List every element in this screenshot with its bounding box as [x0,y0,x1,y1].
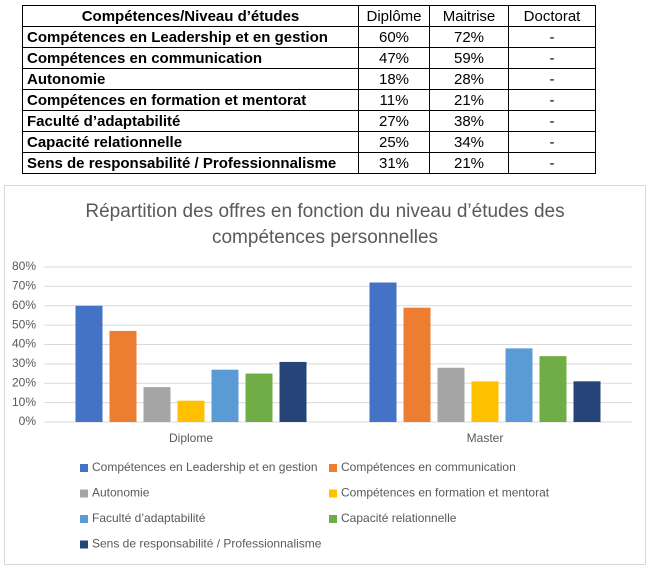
bar [539,356,567,422]
table-cell: - [508,26,596,48]
table-cell: 72% [429,26,509,48]
y-tick-label: 80% [12,259,36,273]
table-cell: - [508,68,596,90]
legend-swatch [80,464,88,472]
bar [143,387,171,422]
bar [279,361,307,422]
header-cell: Maitrise [429,5,509,27]
legend-label: Autonomie [92,486,150,500]
legend-label: Capacité relationnelle [341,511,457,525]
legend-swatch [329,489,337,498]
legend-swatch [80,515,88,523]
y-tick-label: 0% [19,414,37,428]
table-cell: 28% [429,68,509,90]
bar [369,282,397,422]
table-cell: - [508,152,596,174]
bar [75,305,103,422]
bar [245,373,273,422]
table-cell: - [508,89,596,111]
table-cell: Autonomie [22,68,359,90]
bar [471,381,499,422]
table-row: Compétences en formation et mentorat 11% 2… [22,89,596,111]
table-row: Autonomie 18% 28% - [22,68,596,90]
table-cell: 59% [429,47,509,69]
y-tick-label: 60% [12,298,36,312]
y-tick-label: 70% [12,279,36,293]
bar [437,367,465,422]
legend-label: Compétences en formation et mentorat [341,486,550,500]
data-table: Compétences/Niveau d’études Diplôme Maitri… [22,5,596,174]
legend-swatch [80,489,88,498]
table-cell: 60% [358,26,430,48]
table-cell: Compétences en communication [22,47,359,69]
table-cell: 18% [358,68,430,90]
y-tick-label: 20% [12,375,36,389]
x-tick-label: Master [467,431,504,445]
table-cell: - [508,47,596,69]
bar [403,307,431,422]
table-cell: 31% [358,152,430,174]
table-cell: 47% [358,47,430,69]
table-cell: 25% [358,131,430,153]
y-tick-label: 30% [12,356,36,370]
table-cell: Sens de responsabilité / Professionnalis… [22,152,359,174]
legend-label: Faculté d’adaptabilité [92,511,206,525]
table-cell: Compétences en Leadership et en gestion [22,26,359,48]
table-cell: Compétences en formation et mentorat [22,89,359,111]
bar [109,330,137,422]
chart: 0% 10% 20% 30% 40% 50% 60% 70% 80% Diplome Master C… [4,185,646,565]
table-cell: - [508,110,596,132]
header-cell: Diplôme [358,5,430,27]
header-row: Compétences/Niveau d’études Diplôme Maitri… [22,5,596,27]
table-row: Sens de responsabilité / Professionnalis… [22,152,596,174]
legend-swatch [329,515,337,523]
table-cell: 11% [358,89,430,111]
table-cell: 38% [429,110,509,132]
legend-swatch [329,464,337,472]
legend-swatch [80,540,88,549]
table-cell: 21% [429,89,509,111]
table-cell: Faculté d’adaptabilité [22,110,359,132]
legend-label: Sens de responsabilité / Professionnalis… [92,537,322,551]
legend-label: Compétences en Leadership et en gestion [92,460,318,474]
x-tick-label: Diplome [169,431,213,445]
y-tick-label: 50% [12,317,36,331]
legend-label: Compétences en communication [341,460,516,474]
table-row: Faculté d’adaptabilité 27% 38% - [22,110,596,132]
header-cell: Doctorat [508,5,596,27]
table-cell: 34% [429,131,509,153]
table-row: Compétences en Leadership et en gestion 6… [22,26,596,48]
table-cell: Capacité relationnelle [22,131,359,153]
table-cell: - [508,131,596,153]
header-cell: Compétences/Niveau d’études [22,5,359,27]
chart-title: Répartition des offres en fonction du ni… [85,201,565,248]
bar [177,400,205,422]
table-row: Compétences en communication 47% 59% - [22,47,596,69]
table-row: Capacité relationnelle 25% 34% - [22,131,596,153]
bar [505,348,533,422]
y-tick-label: 40% [12,337,36,351]
y-tick-label: 10% [12,395,36,409]
table-cell: 27% [358,110,430,132]
bar [573,381,601,422]
table-cell: 21% [429,152,509,174]
bar [211,369,239,422]
